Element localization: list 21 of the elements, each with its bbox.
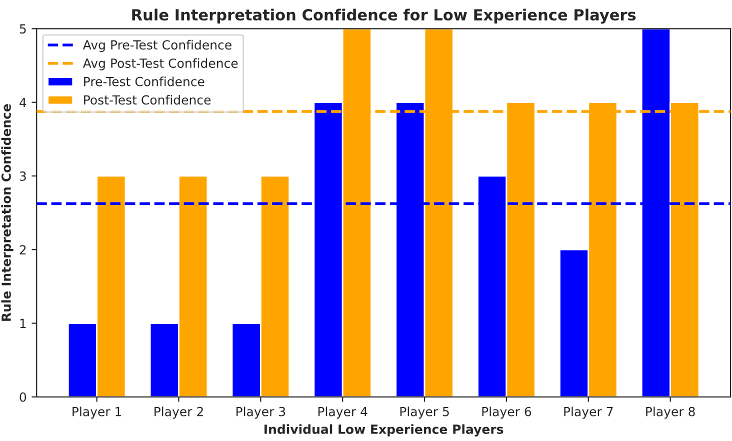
x-tick-label: Player 6 bbox=[482, 406, 532, 419]
x-tick-label: Player 3 bbox=[236, 406, 286, 419]
legend-label: Post-Test Confidence bbox=[84, 94, 211, 105]
y-tick-label: 4 bbox=[20, 98, 26, 108]
x-tick-label: Player 5 bbox=[400, 406, 449, 419]
y-tick-label: 3 bbox=[20, 171, 26, 181]
y-tick-label: 1 bbox=[20, 318, 26, 328]
x-axis-title: Individual Low Experience Players bbox=[264, 424, 504, 436]
x-tick-label: Player 7 bbox=[564, 406, 613, 419]
x-tick-label: Player 8 bbox=[646, 406, 695, 419]
legend-label: Avg Pre-Test Confidence bbox=[82, 40, 232, 52]
y-tick-label: 2 bbox=[20, 245, 26, 254]
y-axis-title: Rule Interpretation Confidence bbox=[1, 104, 14, 321]
legend-label: Pre-Test Confidence bbox=[84, 76, 204, 86]
y-tick-label: 5 bbox=[20, 24, 26, 34]
x-tick-label: Player 1 bbox=[72, 406, 122, 419]
x-tick-label: Player 2 bbox=[154, 406, 203, 419]
x-tick-label: Player 4 bbox=[318, 406, 368, 419]
chart-title: Rule Interpretation Confidence for Low Experience Players bbox=[132, 8, 636, 24]
y-tick-label: 0 bbox=[20, 392, 26, 402]
legend-label: Avg Post-Test Confidence bbox=[82, 58, 238, 70]
